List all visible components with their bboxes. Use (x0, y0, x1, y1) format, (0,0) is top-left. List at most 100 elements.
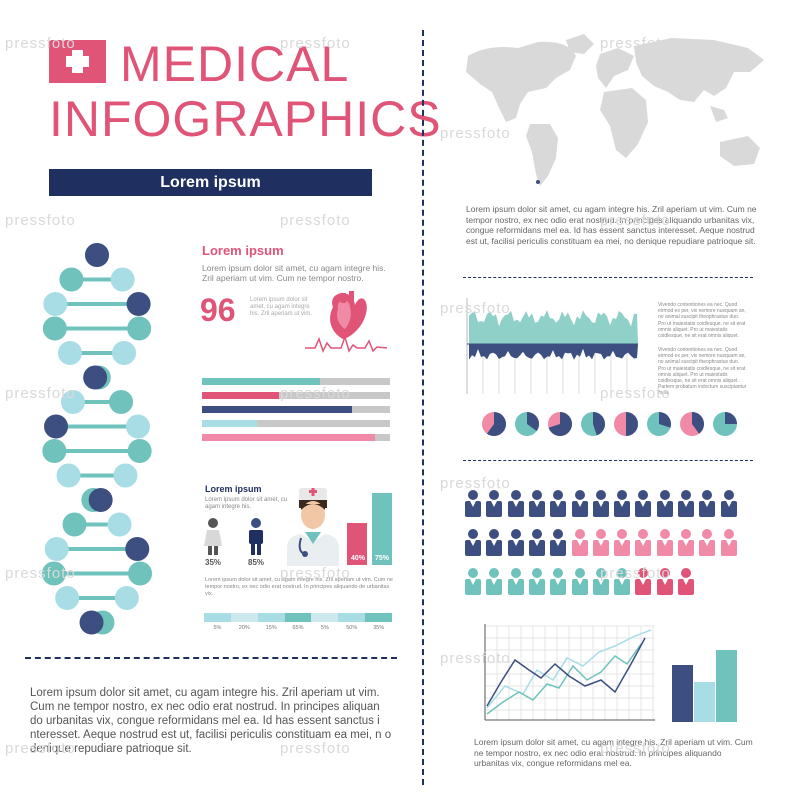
pie-slice (527, 412, 539, 432)
dna-node (85, 243, 109, 267)
watermark: pressfoto (440, 475, 511, 492)
segment-label: 35% (373, 625, 385, 631)
wave-text: Vivendo contentiones ea nec. Quod eirmod… (658, 302, 746, 340)
person-icon (486, 529, 503, 556)
male-icon (249, 518, 263, 555)
right-bottom-text: Lorem ipsum dolor sit amet, cu agam inte… (474, 737, 753, 768)
segment (338, 613, 366, 622)
progress-bar (202, 392, 390, 399)
watermark: pressfoto (5, 385, 76, 402)
watermark: pressfoto (600, 385, 671, 402)
bar-label-1: 40% (351, 555, 366, 562)
watermark: pressfoto (280, 35, 351, 52)
person-icon (635, 529, 652, 556)
progress-bar (202, 420, 390, 427)
segment-label: 20% (238, 625, 250, 631)
watermark: pressfoto (600, 740, 671, 757)
watermark: pressfoto (600, 565, 671, 582)
wave-lower (469, 344, 638, 360)
people-grid (465, 490, 755, 600)
watermark: pressfoto (440, 300, 511, 317)
pie-slice (692, 412, 704, 434)
left-bottom-divider (25, 657, 397, 659)
vertical-divider (422, 30, 424, 785)
pie-slice (486, 412, 507, 436)
dna-node (125, 537, 150, 561)
watermark: pressfoto (5, 740, 76, 757)
watermark: pressfoto (440, 125, 511, 142)
big-number-text: Lorem ipsum dolor sit amet, cu agam inte… (250, 297, 313, 317)
progress-bar-fill (202, 434, 375, 441)
segment-label: 50% (346, 625, 358, 631)
segment (204, 613, 231, 622)
watermark: pressfoto (280, 740, 351, 757)
person-icon (571, 490, 588, 517)
person-icon (465, 490, 481, 517)
female-icon (204, 518, 222, 555)
section-text: Lorem ipsum dolor sit amet, cu agam inte… (202, 263, 386, 283)
gender-text: Lorem ipsum dolor sit amet, cu agam inte… (205, 497, 288, 510)
dna-node (109, 390, 134, 414)
pie-row (482, 412, 737, 436)
person-icon (507, 568, 524, 595)
series-light (486, 629, 652, 709)
dna-node (44, 537, 69, 561)
dna-node (88, 488, 113, 512)
wave-text-2: Vivendo contentiones ea nec. Quod eirmod… (658, 347, 747, 397)
dna-node (112, 341, 137, 365)
segment-label: 15% (265, 625, 277, 631)
dna-node (56, 463, 81, 488)
watermark: pressfoto (440, 650, 511, 667)
dna-node (55, 586, 80, 610)
right-divider-2 (463, 460, 753, 461)
dna-node (60, 390, 85, 414)
watermark: pressfoto (600, 212, 671, 229)
dna-node (125, 414, 150, 439)
person-icon (486, 568, 503, 595)
watermark: pressfoto (600, 35, 671, 52)
watermark: pressfoto (280, 385, 351, 402)
dna-node (83, 365, 108, 390)
segment (230, 613, 258, 622)
dna-node (127, 439, 152, 463)
map-text: Lorem ipsum dolor sit amet, cu agam inte… (466, 204, 757, 246)
dna-node (79, 610, 104, 635)
gender-title: Lorem ipsum (205, 484, 262, 494)
segment-labels: 5% 20% 15% 65% 5% 50% 35% (204, 625, 392, 631)
dna-node (113, 463, 138, 488)
person-icon (528, 529, 545, 556)
person-icon (614, 568, 631, 595)
dna-node (59, 267, 84, 292)
person-icon (699, 529, 716, 556)
medical-cross-logo (49, 40, 106, 83)
person-icon (465, 568, 481, 595)
female-percent: 35% (205, 558, 222, 567)
percentage-bar-chart (347, 493, 392, 565)
bar-label-2: 75% (375, 555, 390, 562)
dna-node (41, 561, 66, 586)
dna-helix-illustration (41, 243, 153, 635)
person-icon (678, 490, 694, 517)
left-bottom-text: Lorem ipsum dolor sit amet, cu agam inte… (30, 687, 392, 755)
person-icon (528, 568, 545, 595)
mini-bar-chart (672, 650, 737, 722)
progress-bar (202, 378, 390, 385)
dna-node (57, 341, 82, 365)
segment (311, 613, 339, 622)
segment-label: 65% (292, 625, 304, 631)
person-icon (507, 490, 524, 517)
person-icon (635, 568, 652, 595)
heart-ecg-illustration (305, 291, 388, 353)
pie-slice (626, 412, 638, 436)
pie-slice (659, 412, 671, 428)
wave-upper (469, 310, 638, 344)
segment (365, 613, 393, 622)
right-divider-1 (463, 277, 753, 278)
segment-bar (204, 613, 393, 622)
dna-node (110, 267, 135, 292)
person-icon (656, 490, 673, 517)
person-icon (635, 490, 652, 517)
person-icon (592, 568, 609, 595)
progress-bar-fill (202, 378, 321, 385)
male-percent: 85% (248, 558, 265, 567)
